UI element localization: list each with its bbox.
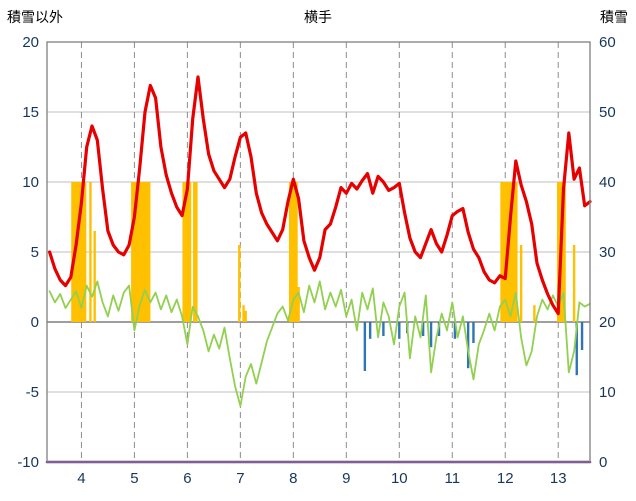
right-tick-label: 40 (599, 174, 616, 191)
bar-orange-bars (510, 182, 514, 322)
bar-orange-bars (557, 182, 560, 322)
left-tick-label: -10 (17, 454, 39, 471)
right-tick-label: 10 (599, 384, 616, 401)
bar-orange-bars (563, 182, 566, 322)
plot-border (46, 41, 591, 463)
bar-orange-bars (75, 182, 78, 322)
bar-orange-bars (533, 305, 536, 322)
x-tick-label: 4 (77, 470, 85, 487)
bar-orange-bars (244, 310, 247, 322)
right-tick-label: 50 (599, 104, 616, 121)
x-tick-label: 7 (236, 470, 244, 487)
bar-orange-bars (79, 182, 83, 322)
bar-orange-bars (504, 182, 507, 322)
left-tick-label: 0 (31, 314, 39, 331)
left-tick-label: 10 (22, 174, 39, 191)
bar-blue-bars (580, 322, 584, 350)
bar-blue-bars (398, 322, 401, 339)
bar-orange-bars (83, 182, 87, 322)
bar-blue-bars (368, 322, 372, 339)
x-tick-label: 11 (444, 470, 460, 487)
right-tick-label: 20 (599, 314, 616, 331)
bar-orange-bars (137, 182, 140, 322)
bar-orange-bars (295, 182, 298, 322)
bar-orange-bars (572, 245, 576, 322)
bar-orange-bars (81, 182, 85, 322)
left-tick-label: 15 (22, 104, 39, 121)
bar-orange-bars (77, 182, 80, 322)
bar-orange-bars (513, 182, 516, 322)
bar-blue-bars (575, 322, 578, 376)
bar-blue-bars (363, 322, 367, 371)
bar-orange-bars (195, 182, 198, 322)
bar-orange-bars (193, 182, 196, 322)
bar-blue-bars (421, 322, 425, 336)
bar-blue-bars (472, 322, 475, 343)
bar-orange-bars (561, 182, 564, 322)
bar-orange-bars (148, 182, 151, 322)
bar-orange-bars (291, 182, 294, 322)
bar-orange-bars (186, 182, 190, 322)
bar-orange-bars (502, 182, 505, 322)
bar-blue-bars (429, 322, 433, 348)
bar-orange-bars (141, 182, 145, 322)
bar-orange-bars (242, 305, 245, 322)
x-tick-label: 13 (550, 470, 567, 487)
x-tick-label: 12 (497, 470, 514, 487)
bar-orange-bars (89, 182, 92, 322)
bar-orange-bars (519, 245, 523, 322)
bar-orange-bars (71, 182, 74, 322)
bar-orange-bars (145, 182, 149, 322)
right-tick-label: 30 (599, 244, 616, 261)
bar-orange-bars (188, 182, 192, 322)
bar-orange-bars (500, 182, 503, 322)
series-red-line (47, 75, 592, 316)
left-tick-label: -5 (26, 384, 39, 401)
bar-blue-bars (382, 322, 385, 336)
bar-orange-bars (93, 231, 96, 322)
x-tick-label: 5 (130, 470, 138, 487)
bar-orange-bars (139, 182, 142, 322)
x-tick-label: 10 (391, 470, 408, 487)
bar-orange-bars (133, 182, 136, 322)
bar-orange-bars (131, 182, 134, 322)
bar-orange-bars (238, 245, 241, 322)
left-axis-title: 積雪以外 (7, 9, 63, 25)
x-tick-label: 8 (289, 470, 297, 487)
bar-blue-bars (453, 322, 457, 339)
bar-orange-bars (293, 182, 296, 322)
bar-orange-bars (297, 287, 300, 322)
right-tick-label: 0 (599, 454, 607, 471)
bar-orange-bars (515, 182, 518, 322)
left-tick-label: 20 (22, 34, 39, 51)
right-axis-title: 積雪 (600, 9, 628, 25)
series-green-line (48, 280, 591, 407)
left-tick-label: 5 (31, 244, 39, 261)
x-tick-label: 6 (183, 470, 191, 487)
right-tick-label: 60 (599, 34, 616, 51)
bar-orange-bars (184, 182, 187, 322)
bar-orange-bars (182, 182, 185, 322)
bar-orange-bars (288, 182, 292, 322)
chart-title: 横手 (304, 9, 332, 25)
x-tick-label: 9 (342, 470, 350, 487)
bar-orange-bars (143, 182, 147, 322)
bar-orange-bars (508, 182, 512, 322)
bar-orange-bars (135, 182, 138, 322)
